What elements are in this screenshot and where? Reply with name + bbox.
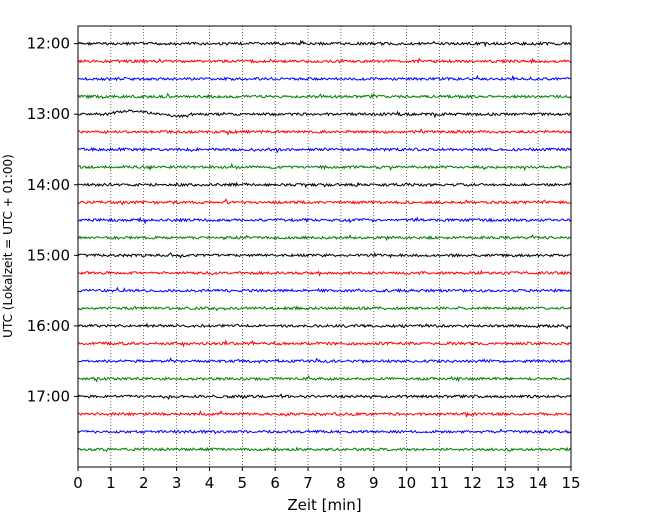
x-tick-label: 9 [369, 474, 379, 492]
x-tick-label: 10 [397, 474, 416, 492]
seismic-trace [77, 446, 572, 453]
x-tick-label: 6 [270, 474, 280, 492]
x-tick-label: 8 [336, 474, 346, 492]
seismic-trace [77, 322, 572, 330]
seismic-trace [77, 162, 572, 172]
seismic-trace [77, 393, 572, 400]
y-axis: 12:00 13:00 14:00 15:00 16:00 17:00 [27, 35, 78, 405]
x-tick-label: 4 [205, 474, 215, 492]
seismic-trace [77, 339, 572, 348]
x-tick-label: 1 [106, 474, 116, 492]
seismic-trace [77, 374, 572, 383]
x-tick-label: 14 [529, 474, 548, 492]
x-tick-label: 13 [496, 474, 515, 492]
x-axis: 0 1 2 3 4 5 6 7 8 9 10 11 12 13 14 15 [73, 467, 581, 492]
seismic-trace [77, 286, 572, 294]
x-tick-label: 7 [303, 474, 313, 492]
x-tick-label: 12 [463, 474, 482, 492]
seismic-trace [78, 181, 572, 189]
seismic-trace [77, 216, 572, 225]
x-tick-label: 5 [238, 474, 248, 492]
y-tick-label: 17:00 [27, 387, 70, 405]
y-tick-label: 12:00 [27, 35, 70, 53]
seismic-trace [78, 128, 572, 136]
seismic-trace [77, 409, 572, 418]
seismic-trace [77, 357, 572, 364]
x-tick-label: 0 [73, 474, 83, 492]
seismic-trace [77, 146, 572, 154]
x-axis-label: Zeit [min] [287, 496, 361, 514]
seismic-trace [77, 39, 572, 48]
seismic-trace [77, 57, 572, 65]
y-tick-label: 13:00 [27, 105, 70, 123]
seismic-trace [77, 234, 572, 242]
y-tick-label: 15:00 [27, 246, 70, 264]
x-tick-label: 11 [430, 474, 449, 492]
vertical-grid [110, 26, 539, 467]
y-tick-label: 14:00 [27, 176, 70, 194]
x-tick-label: 15 [561, 474, 580, 492]
y-tick-label: 16:00 [27, 317, 70, 335]
seismic-trace [77, 109, 572, 119]
seismic-trace [77, 428, 572, 435]
y-axis-label: UTC (Lokalzeit = UTC + 01:00) [1, 154, 15, 338]
seismic-trace [77, 198, 572, 206]
seismic-trace [77, 92, 572, 100]
x-tick-label: 2 [139, 474, 149, 492]
trace-group [77, 39, 572, 453]
plot-frame [77, 25, 572, 468]
seismic-trace [77, 269, 572, 277]
seismic-trace [77, 305, 572, 312]
seismic-trace [77, 251, 572, 259]
seismic-trace [77, 74, 572, 82]
x-tick-label: 3 [172, 474, 182, 492]
